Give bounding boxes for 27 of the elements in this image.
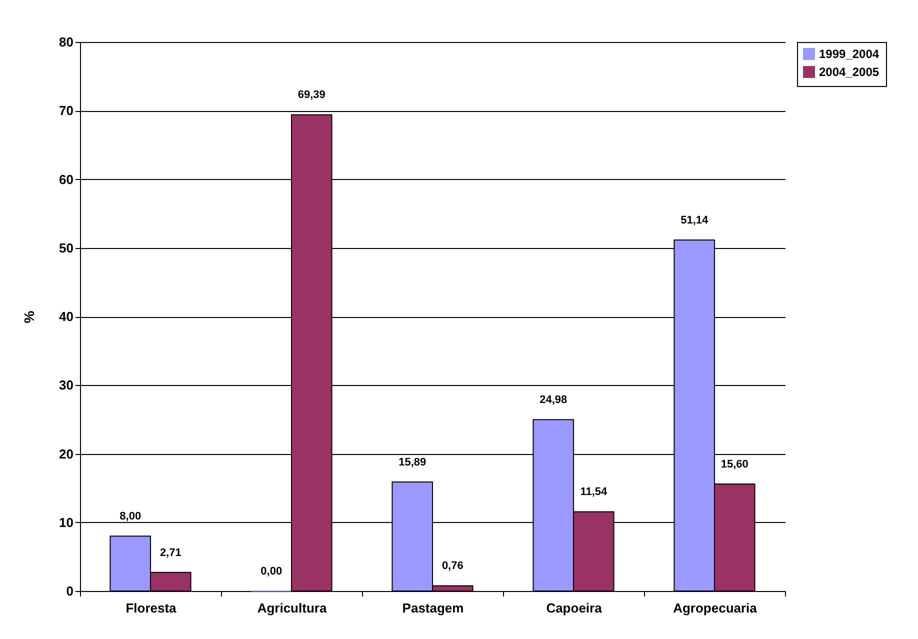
y-tick-label: 60 bbox=[59, 172, 74, 187]
data-label: 15,60 bbox=[720, 458, 748, 470]
data-label: 0,76 bbox=[442, 560, 464, 572]
legend-label: 2004_2005 bbox=[819, 65, 880, 79]
data-label: 51,14 bbox=[680, 214, 709, 226]
x-tick-label: Pastagem bbox=[402, 600, 464, 616]
data-label: 0,00 bbox=[260, 565, 282, 578]
x-tick-label: Agropecuaria bbox=[673, 600, 758, 616]
data-label: 8,00 bbox=[120, 510, 142, 522]
x-tick-label: Agricultura bbox=[257, 600, 328, 616]
y-tick-label: 80 bbox=[59, 34, 74, 50]
data-label: 11,54 bbox=[580, 486, 608, 498]
y-tick-label: 50 bbox=[59, 240, 74, 256]
legend-label: 1999_2004 bbox=[819, 47, 880, 61]
y-tick-label: 30 bbox=[59, 378, 74, 393]
data-label: 2,71 bbox=[160, 546, 182, 559]
x-tick-label: Floresta bbox=[126, 600, 178, 616]
y-tick-label: 20 bbox=[59, 446, 74, 462]
y-tick-label: 10 bbox=[59, 514, 74, 530]
data-label: 24,98 bbox=[540, 394, 568, 406]
y-tick-label: 40 bbox=[59, 309, 74, 324]
y-tick-label: 0 bbox=[66, 584, 74, 598]
y-axis-title: % bbox=[21, 310, 38, 324]
data-label: 15,89 bbox=[398, 456, 426, 468]
x-tick-label: Capoeira bbox=[546, 600, 603, 616]
data-label: 69,39 bbox=[298, 89, 326, 102]
y-tick-label: 70 bbox=[59, 103, 74, 118]
